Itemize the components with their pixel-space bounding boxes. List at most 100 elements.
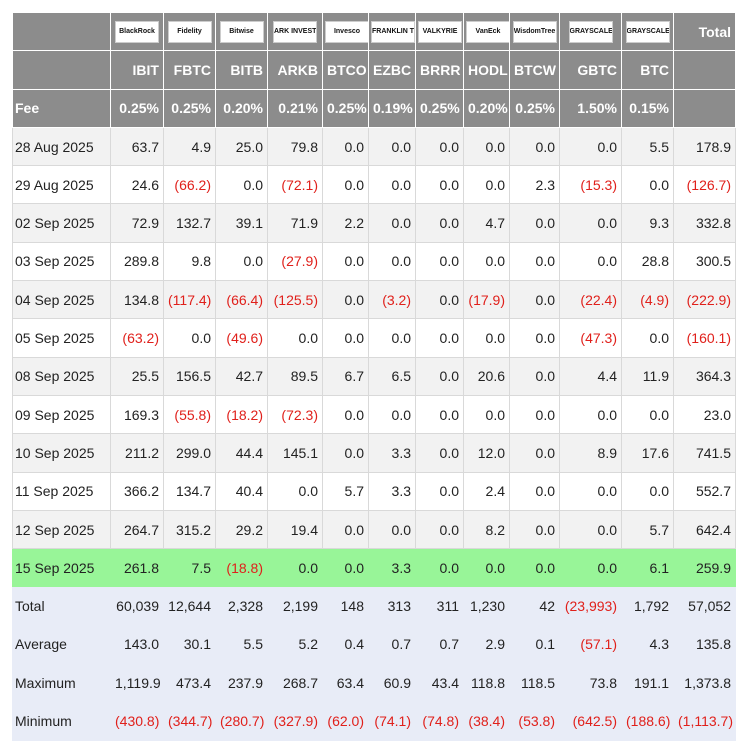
logo-cell: Bitwise <box>215 11 268 52</box>
flow-value: (57.1) <box>559 624 622 665</box>
flow-value: 39.1 <box>215 203 268 243</box>
flow-value: 0.0 <box>368 203 416 243</box>
logo-cell: Invesco <box>322 11 369 52</box>
flow-value: 0.0 <box>621 394 674 435</box>
empty-cell <box>673 88 736 128</box>
flow-value: (63.2) <box>110 318 164 358</box>
data-row: 29 Aug 2025 24.6 (66.2) 0.0 (72.1) 0.0 0.0 0.0 0… <box>12 165 736 205</box>
row-label: Maximum <box>12 663 111 703</box>
row-label: 04 Sep 2025 <box>12 280 111 320</box>
flow-value: (344.7) <box>163 701 216 741</box>
flow-value: 0.0 <box>368 394 416 435</box>
flow-value: 0.0 <box>509 356 560 396</box>
flow-value: 6.7 <box>322 356 369 396</box>
ticker-row: IBIT FBTC BITB ARKB BTCO EZBC BRRR HODL BTCW GBTC… <box>12 50 736 90</box>
flow-value: 178.9 <box>673 126 736 167</box>
data-row: 15 Sep 2025 261.8 7.5 (18.8) 0.0 0.0 3.3 0.0 0.0… <box>12 548 736 588</box>
data-row: 09 Sep 2025 169.3 (55.8) (18.2) (72.3) 0.0 0.0… <box>12 394 736 435</box>
flow-value: 0.0 <box>322 509 369 550</box>
flow-value: 5.7 <box>621 509 674 550</box>
row-label: 29 Aug 2025 <box>12 165 111 205</box>
flow-value: (18.2) <box>215 394 268 435</box>
flow-table: BlackRock Fidelity Bitwise ARK INVEST Invesc… <box>12 11 736 741</box>
flow-value: (160.1) <box>673 318 736 358</box>
flow-value: 29.2 <box>215 509 268 550</box>
flow-value: 0.0 <box>509 318 560 358</box>
fee: 0.25% <box>415 88 464 128</box>
flow-value: 0.0 <box>322 126 369 167</box>
issuer-logo: FRANKLIN TEMPLETON <box>371 20 415 43</box>
flow-value: 63.4 <box>322 663 369 703</box>
data-row: 03 Sep 2025 289.8 9.8 0.0 (27.9) 0.0 0.0 0.0 0.0… <box>12 241 736 282</box>
flow-value: (222.9) <box>673 280 736 320</box>
flow-value: 148 <box>322 586 369 626</box>
flow-value: 0.0 <box>368 509 416 550</box>
flow-value: 118.5 <box>509 663 560 703</box>
ticker: GBTC <box>559 50 622 90</box>
flow-value: 191.1 <box>621 663 674 703</box>
flow-value: 366.2 <box>110 471 164 511</box>
flow-value: (53.8) <box>509 701 560 741</box>
logo-cell: BlackRock <box>110 11 164 52</box>
issuer-logo: Bitwise <box>219 20 264 43</box>
flow-value: 42 <box>509 586 560 626</box>
data-row: 04 Sep 2025 134.8 (117.4) (66.4) (125.5) 0.0(… <box>12 280 736 320</box>
fee: 1.50% <box>559 88 622 128</box>
flow-value: 0.0 <box>509 280 560 320</box>
flow-value: 0.0 <box>463 548 510 588</box>
flow-value: 261.8 <box>110 548 164 588</box>
flow-value: 145.1 <box>267 433 323 473</box>
issuer-logo: VALKYRIE <box>418 20 462 43</box>
flow-value: 0.0 <box>509 548 560 588</box>
flow-value: 25.0 <box>215 126 268 167</box>
flow-value: 0.0 <box>415 394 464 435</box>
ticker: FBTC <box>163 50 216 90</box>
flow-value: 4.7 <box>463 203 510 243</box>
flow-value: 315.2 <box>163 509 216 550</box>
ticker: IBIT <box>110 50 164 90</box>
issuer-logo: GRAYSCALE <box>568 20 613 43</box>
ticker: ARKB <box>267 50 323 90</box>
fee-row: Fee 0.25% 0.25% 0.20% 0.21% 0.25% 0.19% 0.25% 0.… <box>12 88 736 128</box>
issuer-logo: ARK INVEST <box>273 20 317 43</box>
flow-value: (22.4) <box>559 280 622 320</box>
flow-value: 289.8 <box>110 241 164 282</box>
empty-cell <box>673 50 736 90</box>
flow-value: 299.0 <box>163 433 216 473</box>
fee: 0.19% <box>368 88 416 128</box>
flow-value: 9.8 <box>163 241 216 282</box>
flow-value: 2.3 <box>509 165 560 205</box>
flow-value: 0.0 <box>215 241 268 282</box>
flow-value: 0.0 <box>415 433 464 473</box>
flow-value: 0.0 <box>322 165 369 205</box>
flow-value: 0.0 <box>415 318 464 358</box>
logo-cell: VALKYRIE <box>415 11 464 52</box>
row-label: Minimum <box>12 701 111 741</box>
flow-value: 25.5 <box>110 356 164 396</box>
flow-value: 143.0 <box>110 624 164 665</box>
flow-value: 0.7 <box>415 624 464 665</box>
flow-value: 0.1 <box>509 624 560 665</box>
flow-value: (38.4) <box>463 701 510 741</box>
flow-value: 4.4 <box>559 356 622 396</box>
row-label: Average <box>12 624 111 665</box>
flow-value: (62.0) <box>322 701 369 741</box>
row-label: 15 Sep 2025 <box>12 548 111 588</box>
flow-value: 268.7 <box>267 663 323 703</box>
flow-value: 5.5 <box>215 624 268 665</box>
flow-value: 473.4 <box>163 663 216 703</box>
summary-row: Minimum (430.8) (344.7) (280.7) (327.9) (62.0… <box>12 701 736 741</box>
flow-value: 0.7 <box>368 624 416 665</box>
flow-value: (3.2) <box>368 280 416 320</box>
flow-value: (66.2) <box>163 165 216 205</box>
flow-value: 2.4 <box>463 471 510 511</box>
flow-value: 60,039 <box>110 586 164 626</box>
flow-value: 0.0 <box>368 165 416 205</box>
table-body: BlackRock Fidelity Bitwise ARK INVEST Invesc… <box>12 11 736 741</box>
flow-value: 3.3 <box>368 433 416 473</box>
flow-value: 0.0 <box>415 126 464 167</box>
flow-value: (1,113.7) <box>673 701 736 741</box>
flow-value: 0.0 <box>621 471 674 511</box>
row-label: Total <box>12 586 111 626</box>
flow-value: 1,792 <box>621 586 674 626</box>
